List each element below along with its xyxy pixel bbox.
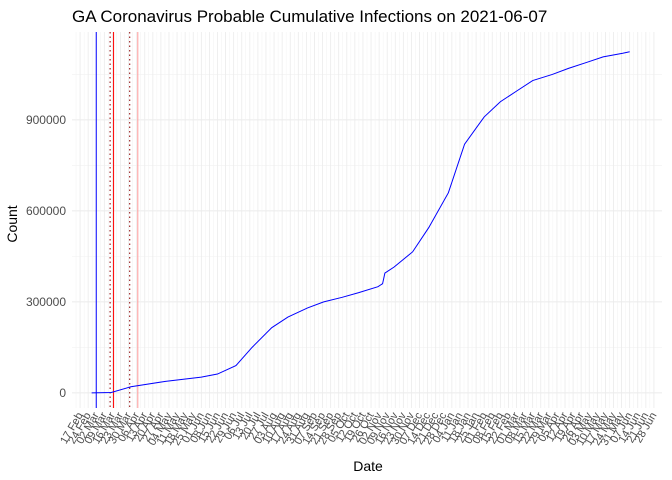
- series-line: [91, 51, 630, 394]
- y-tick-label: 0: [59, 386, 66, 400]
- grid: [72, 32, 662, 408]
- y-axis-ticks: 0 300000 600000 900000: [26, 113, 66, 400]
- series-layer: [91, 51, 630, 394]
- y-tick-label: 600000: [26, 204, 66, 218]
- y-tick-label: 300000: [26, 295, 66, 309]
- y-tick-label: 900000: [26, 113, 66, 127]
- reference-lines: [95, 32, 139, 408]
- chart-title: GA Coronavirus Probable Cumulative Infec…: [72, 7, 547, 26]
- x-axis-title: Date: [353, 458, 383, 474]
- y-axis-title: Count: [4, 205, 20, 242]
